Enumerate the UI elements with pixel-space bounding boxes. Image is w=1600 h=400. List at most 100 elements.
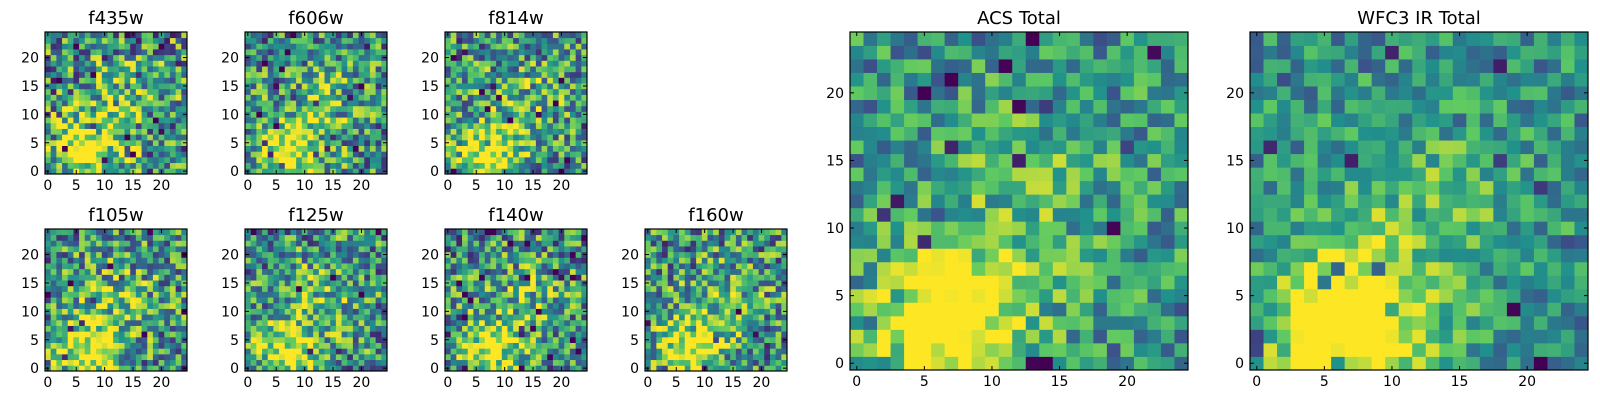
- heatmap-cell: [284, 156, 291, 164]
- heatmap-cell: [552, 353, 559, 361]
- heatmap-cell: [1147, 221, 1162, 236]
- heatmap-cell: [490, 319, 497, 326]
- heatmap-cell: [250, 128, 257, 135]
- heatmap-cell: [113, 268, 120, 275]
- heatmap-cell: [256, 162, 263, 169]
- heatmap-cell: [450, 77, 457, 84]
- heatmap-cell: [484, 263, 491, 270]
- heatmap-cell: [164, 111, 171, 118]
- heatmap-cell: [547, 319, 554, 326]
- heatmap-cell: [1025, 248, 1040, 263]
- heatmap-cell: [667, 246, 674, 253]
- heatmap-cell: [124, 122, 131, 129]
- heatmap-cell: [330, 263, 337, 270]
- heatmap-cell: [256, 263, 263, 270]
- heatmap-cell: [113, 365, 120, 372]
- heatmap-cell: [290, 66, 297, 73]
- heatmap-cell: [758, 268, 765, 275]
- y-tick-label: 10: [421, 107, 439, 123]
- heatmap-cell: [152, 319, 159, 326]
- heatmap-cell: [90, 122, 97, 129]
- heatmap-cell: [501, 83, 508, 90]
- heatmap-cell: [713, 353, 720, 361]
- heatmap-cell: [267, 88, 274, 95]
- heatmap-cell: [547, 105, 554, 112]
- heatmap-cell: [507, 280, 514, 287]
- heatmap-cell: [958, 248, 973, 263]
- heatmap-cell: [175, 331, 182, 338]
- heatmap-cell: [456, 251, 463, 258]
- heatmap-cell: [381, 100, 388, 107]
- heatmap-cell: [79, 94, 86, 101]
- heatmap-cell: [581, 285, 588, 292]
- heatmap-cell: [456, 353, 463, 361]
- heatmap-cell: [473, 308, 480, 315]
- heatmap-cell: [90, 77, 97, 84]
- heatmap-cell: [158, 251, 165, 258]
- heatmap-cell: [518, 257, 525, 264]
- heatmap-cell: [324, 156, 331, 164]
- heatmap-cell: [1012, 275, 1027, 290]
- heatmap-cell: [496, 319, 503, 326]
- heatmap-cell: [152, 291, 159, 298]
- heatmap-cell: [781, 229, 788, 236]
- heatmap-cell: [279, 71, 286, 78]
- heatmap-cell: [79, 353, 86, 361]
- x-tick-label: 15: [524, 178, 542, 194]
- heatmap-cell: [513, 240, 520, 247]
- heatmap-cell: [1052, 221, 1067, 236]
- heatmap-cell: [877, 302, 891, 317]
- heatmap-cell: [50, 60, 57, 67]
- heatmap-cell: [863, 167, 878, 182]
- heatmap-cell: [552, 37, 559, 44]
- heatmap-cell: [769, 297, 777, 304]
- heatmap-cell: [347, 60, 354, 67]
- heatmap-cell: [713, 314, 720, 321]
- heatmap-cell: [250, 291, 257, 298]
- heatmap-cell: [530, 314, 537, 321]
- heatmap-cell: [313, 139, 320, 146]
- heatmap-cell: [747, 314, 754, 321]
- x-tick-label: 10: [96, 178, 114, 194]
- heatmap-cell: [375, 60, 382, 67]
- heatmap-cell: [50, 111, 57, 118]
- heatmap-cell: [56, 32, 63, 39]
- heatmap-cell: [547, 348, 554, 355]
- heatmap-cell: [850, 221, 864, 236]
- heatmap-cell: [84, 145, 91, 152]
- heatmap-cell: [301, 122, 308, 129]
- heatmap-cell: [262, 285, 269, 292]
- heatmap-cell: [181, 94, 188, 101]
- heatmap-cell: [741, 314, 748, 321]
- heatmap-cell: [581, 66, 588, 73]
- heatmap-cell: [484, 359, 491, 366]
- heatmap-cell: [569, 37, 577, 44]
- heatmap-cell: [279, 83, 286, 90]
- heatmap-cell: [313, 302, 320, 309]
- heatmap-cell: [73, 94, 80, 101]
- heatmap-cell: [101, 105, 108, 112]
- heatmap-cell: [690, 353, 697, 361]
- heatmap-cell: [904, 207, 918, 222]
- heatmap-cell: [518, 54, 525, 61]
- heatmap-cell: [524, 353, 531, 361]
- heatmap-cell: [330, 145, 337, 152]
- heatmap-cell: [330, 117, 337, 124]
- heatmap-cell: [250, 122, 257, 129]
- heatmap-cell: [450, 37, 457, 44]
- heatmap-cell: [484, 151, 491, 158]
- heatmap-cell: [147, 128, 154, 135]
- heatmap-cell: [352, 359, 359, 366]
- heatmap-cell: [730, 285, 737, 292]
- heatmap-cell: [284, 83, 291, 90]
- heatmap-cell: [541, 291, 548, 298]
- heatmap-cell: [364, 122, 371, 129]
- heatmap-cell: [341, 336, 348, 343]
- heatmap-cell: [467, 117, 474, 124]
- heatmap-cell: [256, 77, 263, 84]
- heatmap-cell: [764, 336, 771, 343]
- heatmap-cell: [341, 308, 348, 315]
- heatmap-cell: [850, 288, 864, 303]
- heatmap-cell: [290, 100, 297, 107]
- heatmap-cell: [764, 251, 771, 258]
